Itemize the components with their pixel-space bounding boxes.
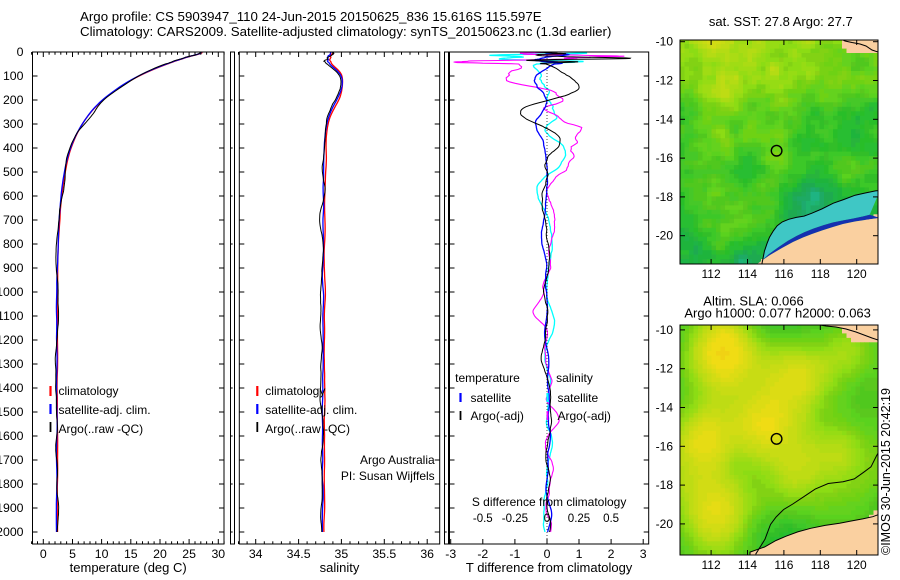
svg-text:116: 116 bbox=[774, 558, 793, 572]
svg-text:120: 120 bbox=[847, 267, 867, 281]
svg-text:-16: -16 bbox=[656, 439, 674, 453]
svg-text:118: 118 bbox=[811, 267, 830, 281]
svg-text:-12: -12 bbox=[656, 74, 674, 88]
svg-text:-20: -20 bbox=[656, 517, 674, 531]
svg-text:114: 114 bbox=[738, 558, 757, 572]
svg-text:-18: -18 bbox=[656, 190, 674, 204]
svg-text:-14: -14 bbox=[656, 112, 674, 126]
svg-text:sat. SST: 27.8 Argo: 27.7: sat. SST: 27.8 Argo: 27.7 bbox=[709, 14, 853, 29]
svg-text:Argo h1000: 0.077 h2000: 0.063: Argo h1000: 0.077 h2000: 0.063 bbox=[684, 306, 871, 321]
svg-text:-10: -10 bbox=[656, 323, 674, 337]
svg-text:-10: -10 bbox=[656, 35, 674, 49]
svg-text:112: 112 bbox=[702, 558, 721, 572]
svg-text:-14: -14 bbox=[656, 401, 674, 415]
svg-text:-16: -16 bbox=[656, 151, 674, 165]
svg-text:©IMOS 30-Jun-2015 20:42:19: ©IMOS 30-Jun-2015 20:42:19 bbox=[879, 388, 893, 555]
svg-text:-12: -12 bbox=[656, 362, 674, 376]
svg-text:120: 120 bbox=[847, 558, 867, 572]
svg-text:114: 114 bbox=[738, 267, 757, 281]
svg-text:118: 118 bbox=[811, 558, 830, 572]
svg-text:116: 116 bbox=[774, 267, 793, 281]
svg-text:112: 112 bbox=[702, 267, 721, 281]
svg-text:-20: -20 bbox=[656, 229, 674, 243]
svg-text:-18: -18 bbox=[656, 478, 674, 492]
